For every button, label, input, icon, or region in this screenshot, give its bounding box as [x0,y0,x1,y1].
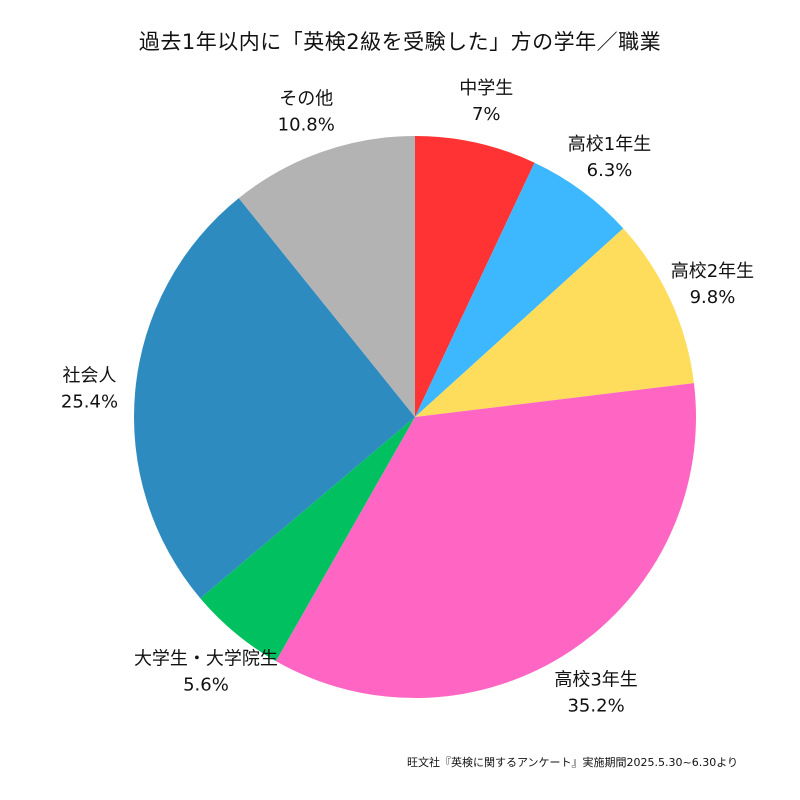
slice-label-4: 大学生・大学院生 5.6% [134,648,278,695]
slice-label-name: 大学生・大学院生 [134,648,278,669]
source-note: 旺文社『英検に関するアンケート』実施期間2025.5.30~6.30より [406,756,738,769]
slice-label-value: 5.6% [183,674,229,695]
pie-slice-1 [415,162,624,417]
slice-label-name: 高校2年生 [671,261,754,282]
pie-slice-0 [415,136,535,417]
slice-label-value: 10.8% [278,115,335,136]
pie-slice-4 [200,417,415,662]
chart-title: 過去1年以内に「英検2級を受験した」方の学年／職業 [138,30,662,54]
pie-slices [133,136,696,698]
slice-label-name: 中学生 [459,78,513,99]
pie-slice-2 [415,228,694,417]
slice-label-0: 中学生 7% [459,78,513,125]
slice-label-name: 高校3年生 [554,669,637,690]
pie-slice-6 [238,136,415,417]
slice-label-value: 9.8% [690,287,736,308]
pie-slice-5 [133,198,415,599]
pie-slice-3 [275,383,696,698]
slice-label-name: その他 [279,89,333,110]
slice-label-6: その他 10.8% [278,89,335,136]
slice-label-1: 高校1年生 6.3% [568,134,651,181]
slice-label-value: 35.2% [567,695,624,716]
slice-label-name: 高校1年生 [568,134,651,155]
slice-label-value: 7% [472,104,501,125]
slice-label-value: 25.4% [61,392,118,413]
slice-label-5: 社会人 25.4% [61,366,118,413]
pie-labels: 中学生 7% 高校1年生 6.3% 高校2年生 9.8% 高校3年生 35.2% 大学生・大学院… [61,78,754,716]
slice-label-2: 高校2年生 9.8% [671,261,754,308]
slice-label-3: 高校3年生 35.2% [554,669,637,716]
slice-label-value: 6.3% [587,160,633,181]
slice-label-name: 社会人 [62,366,116,387]
